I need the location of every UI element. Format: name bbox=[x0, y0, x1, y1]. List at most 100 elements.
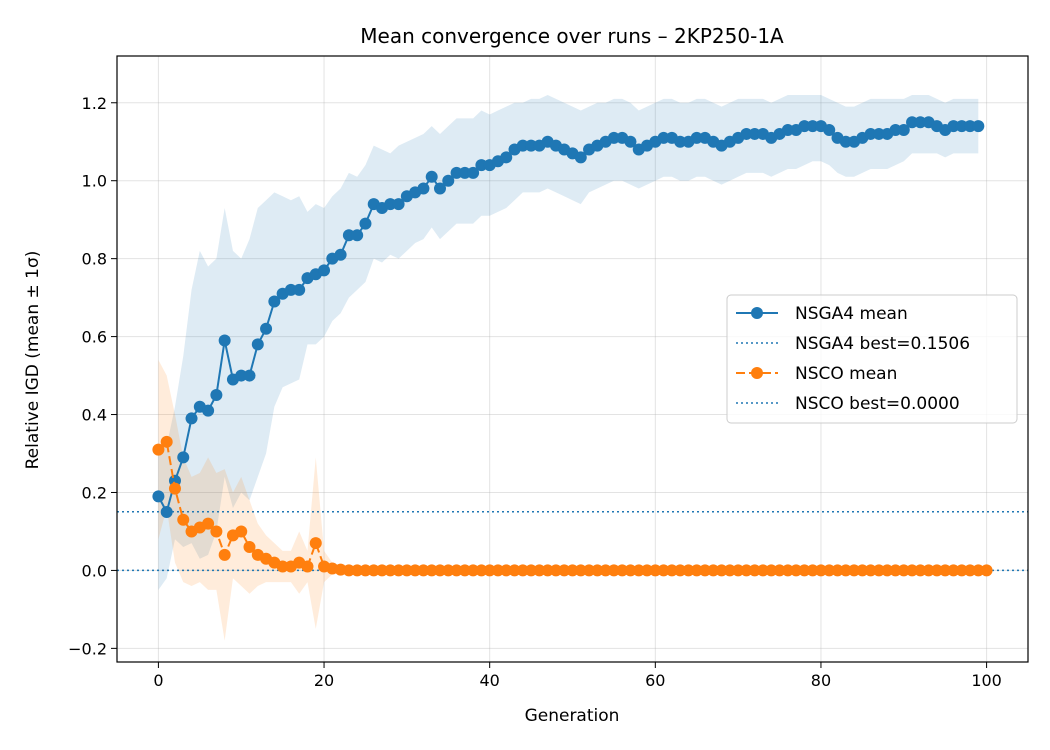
legend-label-3: NSCO best=0.0000 bbox=[795, 394, 960, 414]
data-point-nsga4 bbox=[475, 159, 488, 172]
data-point-nsga4 bbox=[781, 124, 794, 137]
data-point-nsco bbox=[202, 517, 215, 530]
data-point-nsga4 bbox=[442, 174, 455, 187]
data-point-nsga4 bbox=[359, 217, 372, 230]
data-point-nsco bbox=[566, 564, 579, 577]
data-point-nsco bbox=[914, 564, 927, 577]
data-point-nsco bbox=[806, 564, 819, 577]
x-tick-label: 80 bbox=[811, 671, 831, 690]
data-point-nsco bbox=[831, 564, 844, 577]
data-point-nsga4 bbox=[334, 248, 347, 261]
data-point-nsco bbox=[491, 564, 504, 577]
data-point-nsco bbox=[384, 564, 397, 577]
data-point-nsco bbox=[599, 564, 612, 577]
data-point-nsco bbox=[632, 564, 645, 577]
data-point-nsga4 bbox=[889, 124, 902, 137]
data-point-nsga4 bbox=[318, 264, 331, 277]
data-point-nsga4 bbox=[235, 369, 248, 382]
data-point-nsco bbox=[897, 564, 910, 577]
data-point-nsco bbox=[549, 564, 562, 577]
data-point-nsco bbox=[483, 564, 496, 577]
data-point-nsga4 bbox=[152, 490, 165, 503]
data-point-nsco bbox=[342, 564, 355, 577]
data-point-nsga4 bbox=[392, 198, 405, 211]
y-tick-label: 0.6 bbox=[82, 328, 107, 347]
data-point-nsga4 bbox=[674, 135, 687, 148]
data-point-nsga4 bbox=[823, 124, 836, 137]
data-point-nsco bbox=[168, 482, 181, 495]
data-point-nsco bbox=[177, 513, 190, 526]
data-point-nsco bbox=[533, 564, 546, 577]
data-point-nsga4 bbox=[839, 135, 852, 148]
data-point-nsco bbox=[500, 564, 513, 577]
data-point-nsco bbox=[351, 564, 364, 577]
data-point-nsga4 bbox=[897, 124, 910, 137]
data-point-nsco bbox=[649, 564, 662, 577]
data-point-nsga4 bbox=[243, 369, 256, 382]
y-tick-label: 0.8 bbox=[82, 250, 107, 269]
data-point-nsco bbox=[955, 564, 968, 577]
data-point-nsga4 bbox=[740, 127, 753, 140]
data-point-nsco bbox=[301, 560, 314, 573]
data-point-nsco bbox=[848, 564, 861, 577]
data-point-nsga4 bbox=[433, 182, 446, 195]
data-point-nsco bbox=[218, 548, 231, 561]
data-point-nsco bbox=[276, 560, 289, 573]
data-point-nsga4 bbox=[624, 135, 637, 148]
data-point-nsco bbox=[574, 564, 587, 577]
data-point-nsco bbox=[964, 564, 977, 577]
legend-label-0: NSGA4 mean bbox=[795, 304, 908, 324]
data-point-nsco bbox=[450, 564, 463, 577]
data-point-nsco bbox=[475, 564, 488, 577]
data-point-nsco bbox=[442, 564, 455, 577]
data-point-nsga4 bbox=[177, 451, 190, 464]
data-point-nsga4 bbox=[251, 338, 264, 351]
data-point-nsco bbox=[309, 537, 322, 550]
data-point-nsga4 bbox=[384, 198, 397, 211]
data-point-nsco bbox=[922, 564, 935, 577]
data-point-nsga4 bbox=[914, 116, 927, 129]
data-point-nsco bbox=[740, 564, 753, 577]
data-point-nsco bbox=[715, 564, 728, 577]
data-point-nsco bbox=[889, 564, 902, 577]
data-point-nsco bbox=[980, 564, 993, 577]
data-point-nsga4 bbox=[342, 229, 355, 242]
data-point-nsga4 bbox=[210, 389, 223, 402]
data-point-nsco bbox=[872, 564, 885, 577]
data-point-nsco bbox=[781, 564, 794, 577]
data-point-nsco bbox=[707, 564, 720, 577]
data-point-nsga4 bbox=[516, 139, 529, 152]
data-point-nsco bbox=[616, 564, 629, 577]
data-point-nsco bbox=[972, 564, 985, 577]
x-tick-label: 40 bbox=[480, 671, 500, 690]
x-tick-label: 60 bbox=[645, 671, 665, 690]
data-point-nsco bbox=[856, 564, 869, 577]
data-point-nsga4 bbox=[574, 151, 587, 164]
legend: NSGA4 mean NSGA4 best=0.1506 NSCO mean NSCO… bbox=[726, 294, 1018, 424]
data-point-nsga4 bbox=[964, 120, 977, 133]
data-point-nsco bbox=[773, 564, 786, 577]
data-point-nsga4 bbox=[657, 131, 670, 144]
legend-label-1: NSGA4 best=0.1506 bbox=[795, 334, 970, 354]
data-point-nsco bbox=[458, 564, 471, 577]
data-point-nsco bbox=[525, 564, 538, 577]
legend-marker-0 bbox=[751, 307, 763, 319]
data-point-nsco bbox=[906, 564, 919, 577]
data-point-nsga4 bbox=[260, 322, 273, 335]
data-point-nsco bbox=[881, 564, 894, 577]
data-point-nsco bbox=[748, 564, 761, 577]
data-point-nsco bbox=[765, 564, 778, 577]
y-tick-label: −0.2 bbox=[68, 639, 107, 658]
data-point-nsco bbox=[235, 525, 248, 538]
y-axis-label: Relative IGD (mean ± 1σ) bbox=[23, 251, 43, 470]
y-tick-label: 1.0 bbox=[82, 172, 107, 191]
data-point-nsga4 bbox=[906, 116, 919, 129]
data-point-nsga4 bbox=[458, 166, 471, 179]
data-point-nsco bbox=[376, 564, 389, 577]
data-point-nsga4 bbox=[806, 120, 819, 133]
data-point-nsco bbox=[790, 564, 803, 577]
data-point-nsco bbox=[930, 564, 943, 577]
series-layer bbox=[117, 94, 1028, 641]
data-point-nsco bbox=[624, 564, 637, 577]
data-point-nsco bbox=[558, 564, 571, 577]
